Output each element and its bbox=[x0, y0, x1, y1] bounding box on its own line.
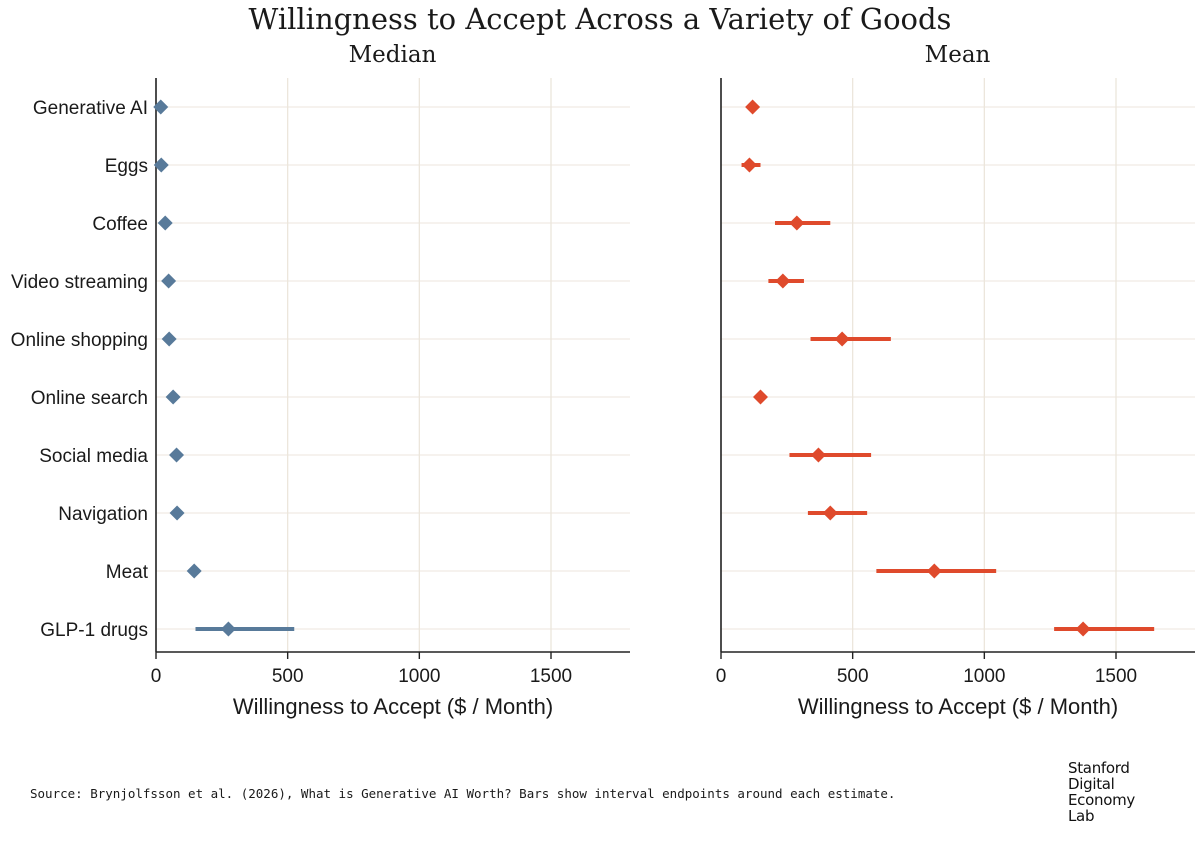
category-label: Online shopping bbox=[11, 330, 148, 351]
median-panel: 0 500 1000 1500 Willingness to Accept ($ / M… bbox=[11, 78, 630, 719]
category-label: Online search bbox=[31, 388, 148, 409]
mean-x-tick-label: 1500 bbox=[1095, 666, 1137, 687]
logo-line: Stanford bbox=[1068, 759, 1130, 777]
median-estimate-marker bbox=[153, 99, 169, 115]
median-x-axis-title: Willingness to Accept ($ / Month) bbox=[233, 694, 553, 719]
mean-estimate-marker bbox=[741, 157, 757, 173]
category-label: Eggs bbox=[105, 156, 148, 177]
mean-x-axis-title: Willingness to Accept ($ / Month) bbox=[798, 694, 1118, 719]
median-x-tick-label: 0 bbox=[151, 666, 162, 687]
panel-title-mean: Mean bbox=[924, 42, 991, 68]
median-estimate-marker bbox=[153, 157, 169, 173]
median-estimate-marker bbox=[186, 563, 202, 579]
median-estimate-marker bbox=[169, 505, 185, 521]
logo-line: Economy bbox=[1068, 791, 1135, 809]
mean-x-tick-label: 500 bbox=[837, 666, 869, 687]
median-x-tick-label: 500 bbox=[272, 666, 304, 687]
mean-x-tick-label: 1000 bbox=[963, 666, 1005, 687]
mean-panel: 0 500 1000 1500 Willingness to Accept ($ / M… bbox=[716, 78, 1195, 719]
mean-estimate-marker bbox=[822, 505, 838, 521]
category-label: Video streaming bbox=[11, 272, 148, 293]
chart-title: Willingness to Accept Across a Variety o… bbox=[248, 2, 952, 36]
median-estimate-marker bbox=[157, 215, 173, 231]
median-estimate-marker bbox=[165, 389, 181, 405]
panel-title-median: Median bbox=[348, 42, 437, 68]
median-estimate-marker bbox=[161, 273, 177, 289]
median-estimate-marker bbox=[169, 447, 185, 463]
logo-line: Digital bbox=[1068, 775, 1115, 793]
category-label: Generative AI bbox=[33, 98, 148, 119]
mean-estimate-marker bbox=[775, 273, 791, 289]
category-label: Social media bbox=[39, 446, 148, 467]
source-note: Source: Brynjolfsson et al. (2026), What… bbox=[30, 786, 896, 801]
mean-estimate-marker bbox=[810, 447, 826, 463]
mean-estimate-marker bbox=[834, 331, 850, 347]
mean-estimate-marker bbox=[789, 215, 805, 231]
mean-x-tick-label: 0 bbox=[716, 666, 727, 687]
category-label: GLP-1 drugs bbox=[40, 620, 148, 641]
category-label: Navigation bbox=[58, 504, 148, 525]
mean-estimate-marker bbox=[753, 389, 768, 405]
mean-estimate-marker bbox=[1075, 621, 1091, 637]
median-estimate-marker bbox=[220, 621, 236, 637]
stanford-digital-economy-lab-logo: Stanford Digital Economy Lab bbox=[1068, 760, 1135, 824]
median-x-tick-label: 1500 bbox=[530, 666, 572, 687]
logo-line: Lab bbox=[1068, 807, 1095, 825]
median-x-tick-label: 1000 bbox=[398, 666, 440, 687]
mean-estimate-marker bbox=[926, 563, 942, 579]
median-estimate-marker bbox=[161, 331, 177, 347]
category-label: Coffee bbox=[92, 214, 148, 235]
category-label: Meat bbox=[106, 562, 149, 583]
mean-estimate-marker bbox=[745, 99, 761, 115]
